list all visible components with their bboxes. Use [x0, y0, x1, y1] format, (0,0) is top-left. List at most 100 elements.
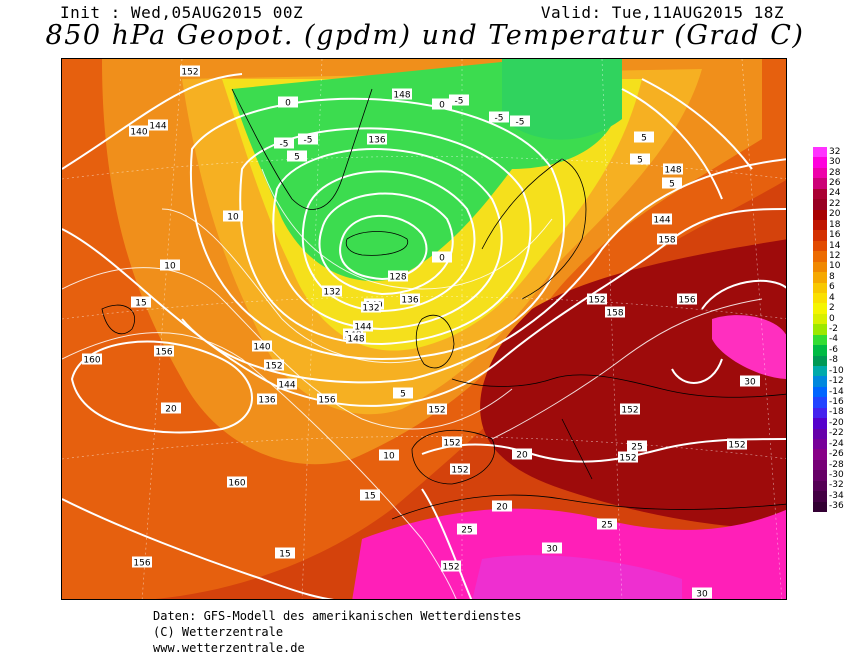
- temperature-label: 15: [279, 550, 290, 560]
- colorbar-tick-label: 22: [829, 198, 841, 209]
- colorbar-swatch: [813, 157, 827, 169]
- temperature-label: 5: [294, 153, 300, 163]
- colorbar-swatch: [813, 334, 827, 346]
- geopotential-label: 152: [443, 439, 460, 449]
- isotherm-15: [62, 332, 457, 599]
- colorbar-swatch: [813, 501, 827, 513]
- temperature-label-bg: [131, 296, 151, 308]
- temperature-label: 15: [364, 492, 375, 502]
- geopotential-label: 160: [228, 479, 245, 489]
- colorbar-swatch: [813, 428, 827, 440]
- geopotential-label: 152: [621, 406, 638, 416]
- geopotential-label: 156: [155, 348, 172, 358]
- coastlines: [101, 88, 786, 520]
- geopotential-label-bg: [441, 560, 461, 572]
- colorbar-swatch: [813, 386, 827, 398]
- temperature-label-bg: [692, 587, 712, 599]
- lat-lon-grid: [62, 59, 786, 599]
- colorbar-tick-label: -18: [829, 407, 844, 418]
- geopotential-label: 156: [133, 559, 150, 569]
- colorbar-swatch: [813, 293, 827, 304]
- colorbar-tick-label: -6: [829, 344, 838, 355]
- colorbar-tick-label: -20: [829, 417, 844, 428]
- geopotential-label-bg: [605, 306, 625, 318]
- colorbar-swatch: [813, 355, 827, 367]
- isobar-136: [301, 170, 476, 313]
- isobar-152-med: [421, 438, 786, 463]
- colorbar-tick-label: 0: [829, 313, 835, 324]
- geopotential-label-bg: [618, 451, 638, 463]
- colorbar-swatch: [813, 459, 827, 471]
- colorbar-swatch: [813, 167, 827, 179]
- geopotential-label-bg: [367, 133, 387, 145]
- green-patch-2: [502, 59, 622, 140]
- geopotential-label-bg: [677, 293, 697, 305]
- coast-italy: [561, 418, 593, 480]
- geopotential-label-bg: [346, 332, 366, 344]
- geopotential-isolines: [62, 73, 786, 599]
- colorbar-swatch: [813, 491, 827, 503]
- geopotential-label: 152: [619, 454, 636, 464]
- geopotential-label-bg: [450, 463, 470, 475]
- temperature-label-bg: [274, 137, 294, 149]
- geopotential-label: 144: [653, 216, 670, 226]
- geopotential-label: 152: [728, 441, 745, 451]
- isobar-156-south: [62, 498, 335, 599]
- coast-greenland: [231, 88, 373, 210]
- geopotential-label-bg: [148, 119, 168, 131]
- geopotential-label-bg: [353, 320, 373, 332]
- geopotential-label: 128: [389, 273, 406, 283]
- isobar-148: [190, 97, 566, 361]
- temperature-label: 20: [516, 451, 528, 461]
- colorbar-tick-label: -34: [829, 490, 844, 501]
- geopotential-label: 140: [130, 128, 147, 138]
- temperature-label-bg: [740, 375, 760, 387]
- colorbar-tick-label: 30: [829, 157, 841, 168]
- temperature-label: -5: [304, 136, 313, 146]
- temperature-label-bg: [298, 133, 318, 145]
- chart-title: 850 hPa Geopot. (gpdm) und Temperatur (G…: [45, 20, 805, 51]
- geopotential-label-bg: [388, 270, 408, 282]
- isotherm-5: [161, 208, 423, 364]
- geopotential-label: 158: [658, 236, 675, 246]
- geopotential-label: 160: [83, 356, 100, 366]
- colorbar-tick-label: 14: [829, 240, 841, 251]
- colorbar-tick-label: 2: [829, 303, 835, 314]
- geopotential-label: 132: [323, 288, 340, 298]
- colorbar-swatch: [813, 199, 827, 211]
- colorbar-swatch: [813, 418, 827, 430]
- temperature-label: 15: [135, 299, 146, 309]
- colorbar-swatch: [813, 272, 827, 284]
- colorbar-tick-label: -24: [829, 438, 844, 449]
- colorbar-tick-label: -32: [829, 480, 844, 491]
- colorbar-tick-label: -10: [829, 365, 844, 376]
- colorbar-tick-label: 26: [829, 178, 841, 188]
- valid-time-label: Valid: Tue,11AUG2015 18Z: [540, 3, 784, 22]
- colorbar-tick-label: -28: [829, 459, 844, 470]
- colorbar-swatch: [813, 439, 827, 450]
- temperature-label-bg: [432, 98, 452, 110]
- geopotential-label-bg: [427, 403, 447, 415]
- temperature-label-bg: [634, 131, 654, 143]
- colorbar-tick-label: 12: [829, 251, 841, 261]
- contour-labels: 1521481441401361321281601561441401361481…: [82, 65, 760, 599]
- colorbar-tick-label: -14: [829, 386, 844, 397]
- temperature-label: 30: [546, 545, 558, 555]
- magenta-deep: [472, 555, 682, 599]
- coast-newfoundland: [101, 304, 135, 335]
- geopotential-label-bg: [264, 359, 284, 371]
- geopotential-label: 144: [149, 122, 166, 132]
- temperature-isolines: [62, 168, 763, 599]
- colorbar-tick-label: 18: [829, 219, 841, 230]
- temperature-label-bg: [597, 518, 617, 530]
- geopotential-label-bg: [277, 378, 297, 390]
- geopotential-label: 156: [318, 396, 335, 406]
- geopotential-label-bg: [317, 393, 337, 405]
- colorbar-tick-label: 10: [829, 261, 841, 272]
- temperature-label: 0: [439, 254, 445, 264]
- isobar-156: [62, 208, 786, 407]
- colorbar-swatch: [813, 251, 827, 263]
- colorbar-swatch: [813, 324, 827, 336]
- isobar-152-north: [62, 73, 786, 384]
- colorbar-tick-label: -2: [829, 324, 838, 334]
